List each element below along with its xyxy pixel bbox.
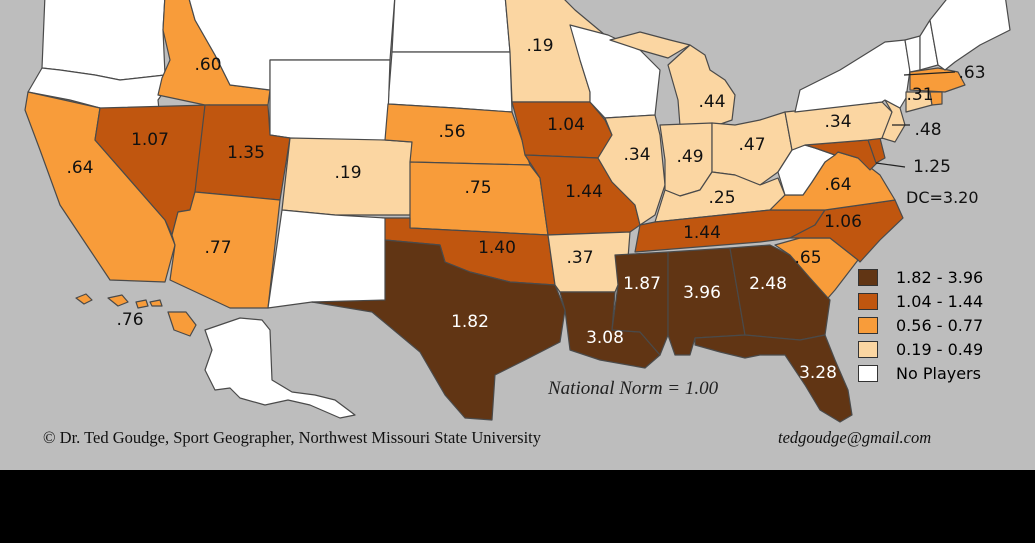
legend-swatch [858, 316, 878, 334]
state-hi [75, 293, 197, 337]
state-value-ia: 1.04 [547, 115, 585, 135]
state-value-nc: 1.06 [824, 212, 862, 232]
state-value-mn: .19 [526, 36, 553, 56]
state-ri [929, 91, 943, 106]
state-value-ms: 1.87 [623, 274, 661, 294]
legend-swatch [858, 364, 878, 382]
legend-item: 1.04 - 1.44 [858, 289, 983, 313]
state-nc [789, 199, 904, 263]
state-value-ks: .75 [464, 178, 491, 198]
legend-item: No Players [858, 361, 983, 385]
legend-swatch [858, 268, 878, 286]
us-state-map: .60 .64 1.07 1.35 .19 .77 .56 .75 1.40 1.82 .19 1.0… [24, 0, 1011, 423]
state-value-la: 3.08 [586, 328, 624, 348]
state-value-ca: .64 [66, 158, 93, 178]
state-value-ct: .31 [906, 85, 933, 105]
state-value-mo: 1.44 [565, 182, 603, 202]
state-value-oh: .47 [738, 135, 765, 155]
state-az [169, 191, 281, 309]
credit-text: © Dr. Ted Goudge, Sport Geographer, Nort… [43, 428, 542, 447]
state-value-ok: 1.40 [478, 238, 516, 258]
legend-item: 0.19 - 0.49 [858, 337, 983, 361]
national-norm-label: National Norm = 1.00 [548, 378, 719, 399]
state-value-al: 3.96 [683, 283, 721, 303]
legend-swatch [858, 340, 878, 358]
state-value-md: 1.25 [913, 157, 951, 177]
state-value-tn: 1.44 [683, 223, 721, 243]
state-mi [609, 31, 736, 127]
state-value-pa: .34 [824, 112, 851, 132]
state-value-az: .77 [204, 238, 231, 258]
state-ny [794, 39, 911, 113]
legend-label: 1.04 - 1.44 [896, 291, 984, 311]
state-ak [204, 317, 356, 419]
state-value-fl: 3.28 [799, 363, 837, 383]
state-wy [269, 59, 391, 146]
state-sd [387, 51, 513, 113]
state-value-co: .19 [334, 163, 361, 183]
state-value-va: .64 [824, 175, 851, 195]
state-value-nv: 1.07 [131, 130, 169, 150]
state-value-ky: .25 [708, 188, 735, 208]
state-value-il: .34 [623, 145, 650, 165]
map-panel: .60 .64 1.07 1.35 .19 .77 .56 .75 1.40 1.82 .19 1.0… [0, 0, 1035, 470]
state-value-nj: .48 [914, 120, 941, 140]
label-leader-lines [875, 71, 956, 168]
state-nm [267, 209, 391, 309]
state-pa [784, 101, 893, 151]
email-text: tedgoudge@gmail.com [778, 428, 932, 447]
state-me [929, 0, 1011, 71]
legend-item: 0.56 - 0.77 [858, 313, 983, 337]
state-ar [547, 231, 631, 293]
state-fl [694, 334, 853, 423]
legend-label: 1.82 - 3.96 [896, 267, 984, 287]
state-la [559, 291, 661, 369]
state-value-ma: .63 [958, 63, 985, 83]
state-nd [391, 0, 511, 53]
legend-label: 0.19 - 0.49 [896, 339, 984, 359]
state-tx [311, 239, 566, 421]
labels-layer: .60 .64 1.07 1.35 .19 .77 .56 .75 1.40 1.82 .19 1.0… [66, 36, 985, 383]
state-value-id: .60 [194, 55, 221, 75]
states-layer [24, 0, 1011, 423]
state-value-ar: .37 [566, 248, 593, 268]
state-value-ne: .56 [438, 122, 465, 142]
state-ks [409, 161, 549, 236]
state-value-mi: .44 [698, 92, 725, 112]
state-value-in: .49 [676, 147, 703, 167]
state-value-sc: .65 [794, 248, 821, 268]
dc-value-label: DC=3.20 [906, 188, 979, 207]
state-value-hi: .76 [116, 310, 143, 330]
state-wa [41, 0, 166, 81]
state-value-ga: 2.48 [749, 274, 787, 294]
state-value-ut: 1.35 [227, 143, 265, 163]
legend-label: 0.56 - 0.77 [896, 315, 984, 335]
state-value-tx: 1.82 [451, 312, 489, 332]
legend: 1.82 - 3.96 1.04 - 1.44 0.56 - 0.77 0.19 - … [858, 265, 983, 385]
legend-item: 1.82 - 3.96 [858, 265, 983, 289]
legend-swatch [858, 292, 878, 310]
legend-label: No Players [896, 363, 981, 383]
